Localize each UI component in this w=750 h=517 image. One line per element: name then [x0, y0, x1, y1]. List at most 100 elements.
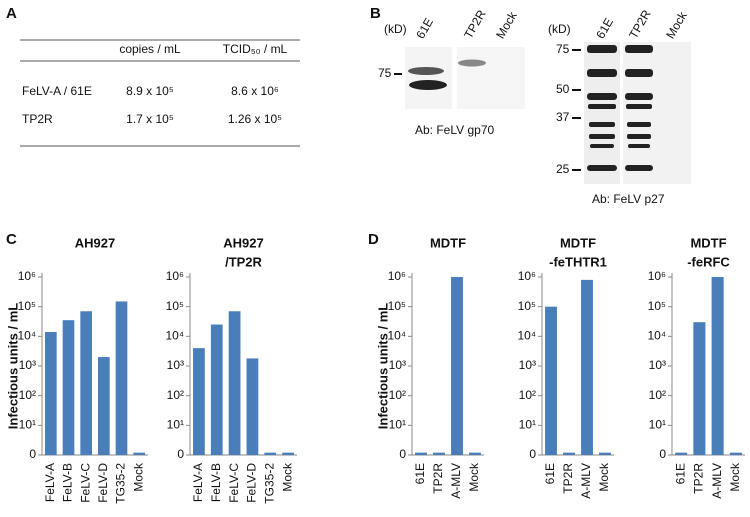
bar: [45, 331, 57, 455]
panel-label: B: [370, 5, 381, 22]
y-tick-label: 10³: [649, 358, 666, 372]
y-tick-label: 10¹: [19, 418, 36, 432]
y-tick-label: 0: [399, 447, 406, 461]
y-tick-label: 10¹: [649, 418, 666, 432]
x-tick-label: FeLV-A: [43, 463, 57, 502]
bar: [711, 277, 724, 455]
x-tick-label: TP2R: [431, 463, 445, 494]
chart-title: AH927: [223, 235, 263, 250]
blot-image: [623, 42, 691, 184]
bar: [729, 452, 742, 455]
x-tick-label: A-MLV: [579, 463, 593, 499]
table-cell: FeLV-A / 61E: [22, 84, 92, 98]
y-tick-label: 0: [29, 447, 36, 461]
y-tick-label: 10⁴: [165, 329, 184, 343]
chart-title: -feRFC: [687, 254, 730, 269]
table-cell: 1.26 x 10⁵: [228, 112, 282, 126]
blot-band: [458, 59, 486, 67]
bar: [433, 452, 445, 455]
panel-label: C: [6, 231, 17, 248]
y-tick-label: 10¹: [519, 418, 536, 432]
table-header: TCID₅₀ / mL: [223, 42, 288, 56]
x-tick-label: TG35-2: [262, 463, 276, 504]
blot-image: [405, 47, 452, 109]
marker-ticks: [572, 49, 581, 171]
y-tick-label: 10¹: [389, 418, 406, 432]
bar: [80, 311, 92, 455]
x-tick-label: 61E: [413, 463, 427, 484]
y-tick-label: 10³: [519, 358, 536, 372]
table-cell: TP2R: [22, 112, 53, 126]
y-tick-label: 10²: [389, 388, 406, 402]
bar: [563, 452, 575, 455]
y-tick-label: 10⁴: [647, 329, 666, 343]
y-tick-label: 10⁶: [18, 269, 36, 283]
x-tick-label: Mock: [467, 462, 481, 492]
y-tick-label: 10¹: [167, 418, 184, 432]
antibody-label: Ab: FeLV gp70: [415, 123, 494, 137]
x-tick-label: 61E: [673, 463, 687, 484]
chart-title: MDTF: [560, 235, 596, 250]
blot-bands: [587, 45, 653, 171]
y-tick-label: 0: [177, 447, 184, 461]
chart-title: MDTF: [430, 235, 466, 250]
y-axis-label: Infectious units / mL: [5, 303, 20, 429]
bar: [62, 320, 75, 455]
x-tick-label: Mock: [131, 462, 145, 492]
marker-label: 25: [556, 162, 570, 176]
y-tick-label: 10²: [519, 388, 536, 402]
y-tick-label: 10⁶: [518, 269, 536, 283]
x-tick-label: Mock: [597, 462, 611, 492]
y-tick-label: 10⁵: [518, 299, 536, 313]
x-tick-label: FeLV-D: [245, 463, 259, 503]
y-tick-label: 10⁵: [166, 299, 184, 313]
x-tick-label: FeLV-C: [227, 463, 241, 503]
y-tick-label: 0: [529, 447, 536, 461]
bar: [264, 452, 277, 455]
table-cell: 8.9 x 10⁵: [126, 84, 174, 98]
x-tick-label: FeLV-C: [78, 463, 92, 503]
panel-label: A: [6, 5, 17, 22]
bar: [210, 324, 223, 455]
y-tick-label: 10²: [167, 388, 184, 402]
bar: [228, 311, 241, 455]
bar: [246, 358, 259, 455]
y-tick-label: 10⁵: [648, 299, 666, 313]
y-tick-label: 10⁵: [18, 299, 36, 313]
bar: [282, 452, 294, 455]
x-tick-label: TG35-2: [114, 463, 128, 504]
y-tick-label: 10²: [19, 388, 36, 402]
y-tick-label: 10³: [389, 358, 406, 372]
blot-image: [584, 42, 620, 184]
chart-title: AH927: [75, 235, 115, 250]
bar: [545, 306, 557, 455]
x-tick-label: TP2R: [692, 463, 706, 494]
panel-label: D: [368, 231, 379, 248]
bar: [599, 452, 611, 455]
x-tick-label: A-MLV: [710, 463, 724, 499]
y-tick-label: 10⁶: [166, 269, 184, 283]
x-tick-label: FeLV-B: [61, 463, 75, 502]
bar: [98, 357, 110, 455]
y-tick-label: 10⁶: [648, 269, 666, 283]
marker-label: 37: [556, 110, 570, 124]
bar: [581, 279, 593, 455]
x-tick-label: Mock: [728, 462, 742, 492]
bar: [675, 452, 688, 455]
y-tick-label: 10⁴: [387, 329, 406, 343]
antibody-label: Ab: FeLV p27: [592, 192, 665, 206]
x-tick-label: A-MLV: [449, 463, 463, 499]
y-tick-label: 10⁶: [388, 269, 406, 283]
bar: [133, 452, 145, 455]
x-tick-label: FeLV-D: [96, 463, 110, 503]
y-tick-label: 10⁴: [517, 329, 536, 343]
chart-title: -feTHTR1: [549, 254, 607, 269]
chart-title: MDTF: [690, 235, 726, 250]
blot-unit: (kD): [384, 22, 407, 36]
bar: [451, 277, 463, 455]
table-cell: 8.6 x 10⁶: [231, 84, 279, 98]
bar: [115, 301, 128, 455]
blot-image: [457, 47, 525, 109]
marker-label: 50: [556, 82, 570, 96]
